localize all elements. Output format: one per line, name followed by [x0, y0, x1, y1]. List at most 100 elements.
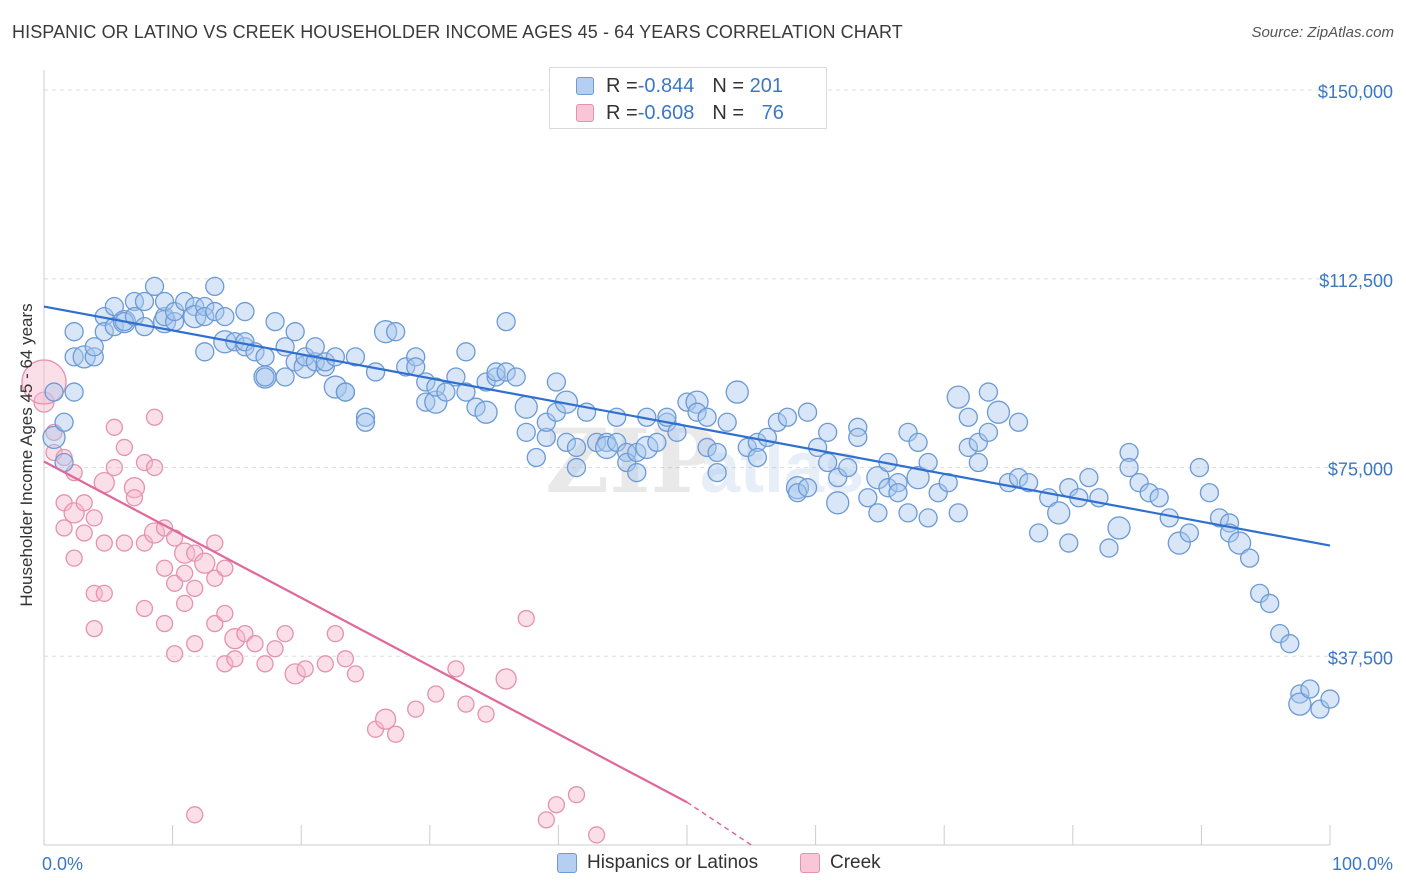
hispanic-point: [195, 306, 215, 327]
hispanic-point: [406, 347, 426, 367]
hispanic-point: [84, 337, 104, 357]
hispanic-point: [195, 296, 215, 317]
hispanic-point: [866, 465, 890, 490]
legend-r-label: R =: [606, 101, 638, 124]
legend-swatch-pink: [800, 853, 820, 873]
hispanic-point: [848, 427, 868, 448]
hispanic-point: [183, 304, 207, 329]
creek-point: [216, 604, 234, 623]
hispanic-point: [1139, 483, 1159, 503]
chart-title: HISPANIC OR LATINO VS CREEK HOUSEHOLDER …: [12, 22, 903, 42]
creek-point: [296, 660, 314, 678]
legend-swatch-blue: [576, 77, 594, 95]
hispanic-point: [265, 311, 285, 332]
hispanic-point: [888, 473, 908, 493]
hispanic-point: [355, 407, 376, 427]
hispanic-point: [978, 422, 999, 442]
legend-r-value: -0.608: [637, 101, 695, 124]
hispanic-point: [888, 483, 908, 503]
series-legend: Hispanics or Latinos Creek: [0, 852, 1406, 878]
hispanic-point: [64, 347, 84, 367]
creek-point: [256, 655, 274, 673]
hispanic-point: [536, 427, 556, 448]
hispanic-point: [717, 412, 737, 432]
trend-lines: [43, 305, 1331, 846]
hispanic-point: [1310, 699, 1330, 719]
hispanic-point: [958, 437, 978, 458]
hispanic-point: [1119, 457, 1139, 478]
hispanic-point: [255, 367, 275, 387]
creek-point: [186, 579, 204, 597]
creek-point: [284, 663, 306, 685]
legend-swatch-blue: [557, 853, 577, 873]
legend-swatch-pink: [576, 104, 594, 122]
hispanic-point: [84, 347, 104, 367]
creek-point: [105, 458, 123, 477]
hispanic-point: [685, 390, 709, 414]
hispanic-point: [607, 432, 627, 453]
source-label: Source: ZipAtlas.com: [1251, 24, 1394, 41]
hispanic-point: [828, 467, 848, 488]
creek-point: [176, 594, 194, 613]
creek-point: [587, 826, 606, 844]
creek-point: [246, 635, 264, 653]
creek-point: [216, 655, 234, 673]
hispanic-point: [797, 402, 818, 422]
hispanic-point: [514, 395, 538, 419]
hispanic-point: [426, 377, 446, 397]
gridlines: [44, 89, 1395, 657]
hispanic-point: [737, 437, 757, 458]
creek-point: [165, 645, 184, 663]
hispanic-point: [878, 478, 898, 498]
creek-point: [386, 725, 405, 743]
hispanic-point: [968, 432, 989, 453]
hispanic-point: [818, 452, 838, 473]
hispanic-point: [1227, 531, 1252, 555]
hispanic-point: [787, 483, 808, 503]
hispanic-point: [1209, 508, 1230, 528]
creek-point: [105, 418, 123, 436]
hispanic-point: [725, 380, 749, 404]
hispanic-point: [1018, 473, 1039, 493]
hispanic-point: [617, 442, 637, 463]
creek-point: [123, 477, 146, 499]
creek-point: [477, 705, 495, 723]
hispanic-point: [1270, 623, 1290, 644]
creek-point: [174, 542, 196, 564]
creek-point: [447, 660, 465, 678]
hispanic-point: [785, 476, 810, 500]
creek-point: [75, 524, 93, 542]
legend-n-value: 76: [761, 101, 784, 124]
hispanic-point: [1288, 692, 1312, 716]
creek-point: [336, 650, 355, 668]
hispanic-point: [1189, 457, 1210, 478]
hispanic-point: [1028, 523, 1049, 543]
hispanic-point: [968, 452, 989, 473]
hispanic-point: [396, 357, 416, 377]
hispanic-point: [185, 296, 205, 317]
creek-point: [135, 599, 154, 618]
hispanic-point: [144, 276, 165, 297]
hispanic-point: [325, 347, 346, 367]
creek-point: [95, 534, 113, 552]
creek-point: [266, 640, 284, 658]
hispanic-point: [767, 412, 788, 432]
hispanic-point: [506, 367, 526, 387]
hispanic-point: [436, 382, 456, 402]
creek-point: [457, 695, 475, 713]
hispanic-point: [64, 322, 84, 342]
legend-label-creek: Creek: [830, 852, 881, 873]
hispanic-point: [496, 362, 516, 382]
creek-point: [21, 359, 67, 405]
hispanic-point: [647, 432, 667, 453]
hispanic-point: [44, 382, 64, 402]
hispanic-point: [486, 362, 506, 382]
hispanic-point: [474, 400, 498, 424]
creek-point: [567, 786, 586, 804]
hispanic-point: [546, 372, 567, 392]
correlation-legend: R = -0.844 N = 201 R = -0.608 N = 76: [549, 67, 827, 129]
creek-point: [407, 700, 425, 718]
creek-point: [186, 635, 204, 653]
hispanic-point: [677, 392, 697, 412]
